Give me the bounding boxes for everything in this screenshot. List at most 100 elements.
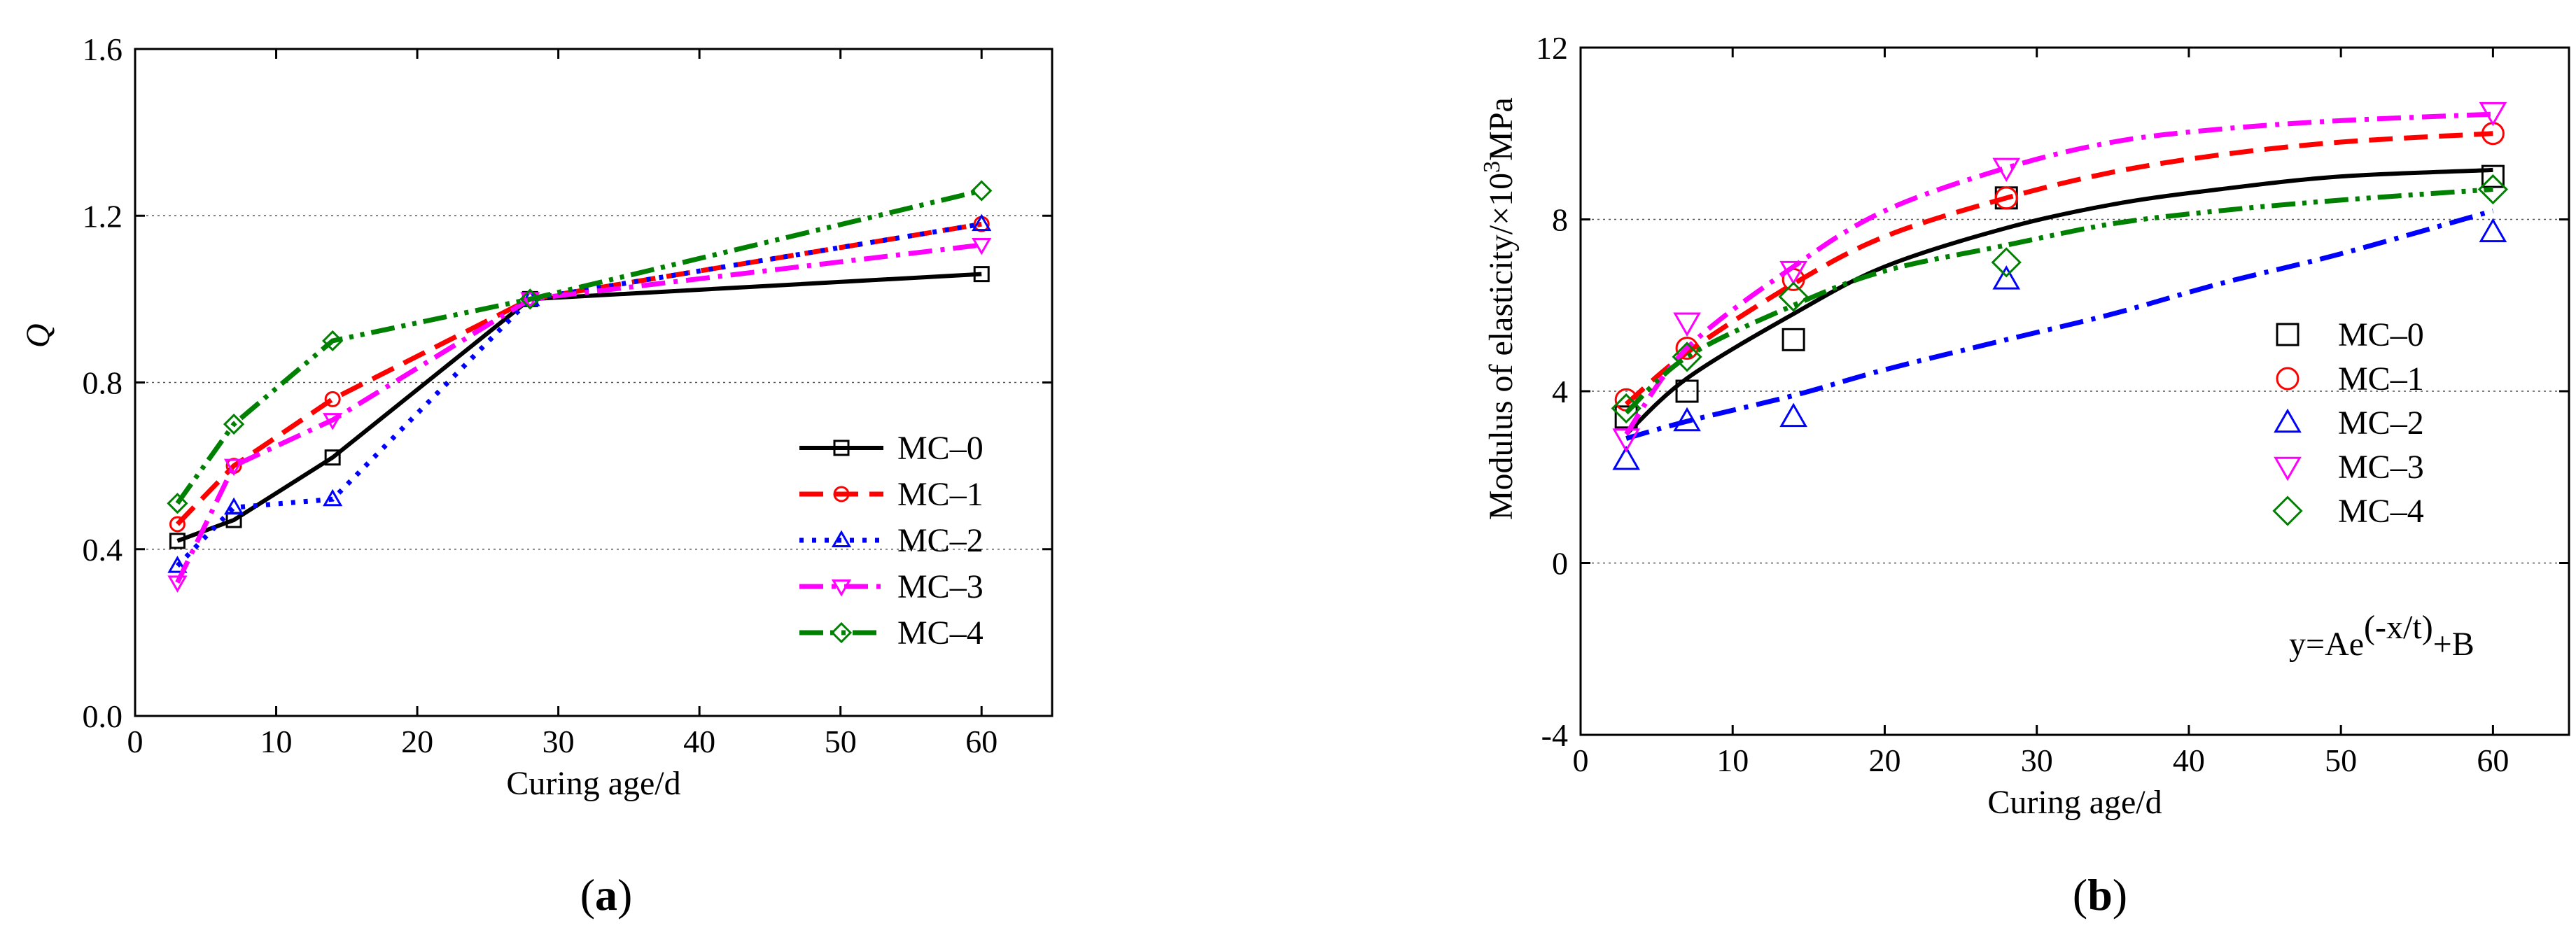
legend-marker bbox=[2272, 495, 2303, 526]
x-tick-label: 0 bbox=[1573, 743, 1589, 778]
data-point bbox=[167, 575, 188, 593]
y-tick-label: 8 bbox=[1552, 202, 1568, 238]
data-point bbox=[1612, 428, 1641, 453]
legend-label: MC–4 bbox=[2338, 493, 2424, 530]
legend-label: MC–1 bbox=[897, 476, 983, 513]
legend-marker bbox=[833, 440, 850, 456]
x-tick-label: 10 bbox=[260, 724, 293, 759]
legend-label: MC–3 bbox=[897, 568, 983, 605]
y-tick-label: 0.4 bbox=[83, 532, 123, 568]
fit-curve bbox=[1624, 187, 2493, 415]
data-point bbox=[1672, 342, 1702, 372]
y-axis-label: Modulus of elasticity/×103MPa bbox=[1479, 97, 1520, 520]
data-point bbox=[223, 458, 244, 477]
legend: MC–0 MC–1 MC–2 MC–3 MC–4 bbox=[799, 430, 983, 652]
x-tick-label: 0 bbox=[127, 724, 144, 759]
data-point bbox=[324, 449, 341, 466]
data-point bbox=[1778, 281, 1809, 312]
data-point bbox=[1992, 265, 2021, 290]
y-tick-label: 0.0 bbox=[83, 698, 123, 734]
data-point bbox=[972, 237, 992, 255]
data-point bbox=[223, 497, 244, 515]
legend-label: MC–4 bbox=[897, 614, 983, 652]
data-point bbox=[1779, 402, 1807, 428]
x-tick-label: 20 bbox=[401, 724, 433, 759]
series-3 bbox=[1612, 101, 2507, 453]
data-point bbox=[169, 516, 186, 533]
legend-marker bbox=[831, 530, 852, 547]
data-point bbox=[1673, 407, 1701, 432]
series-2 bbox=[1612, 208, 2507, 470]
x-tick-label: 60 bbox=[965, 724, 997, 759]
series-line bbox=[175, 188, 983, 505]
legend: MC–0 MC–1 MC–2 MC–3 MC–4 bbox=[2272, 316, 2424, 530]
x-axis-label: Curing age/d bbox=[506, 765, 680, 802]
series-2 bbox=[167, 213, 992, 573]
legend-label: MC–1 bbox=[2338, 360, 2424, 398]
data-point bbox=[167, 556, 188, 573]
x-tick-label: 40 bbox=[683, 724, 715, 759]
y-tick-label: 12 bbox=[1536, 30, 1568, 66]
data-point bbox=[1779, 260, 1807, 286]
data-point bbox=[519, 288, 541, 310]
chart-panel-a: 0 10 20 30 40 50 60 0.0 0.4 0.8 1.2 1.6 Curing age/d… bbox=[20, 31, 1054, 802]
series-0 bbox=[169, 266, 990, 549]
x-axis-label: Curing age/d bbox=[1987, 784, 2162, 821]
legend-label: MC–0 bbox=[897, 430, 983, 467]
legend-marker bbox=[833, 486, 850, 502]
data-point bbox=[1782, 328, 1805, 351]
legend-marker bbox=[2276, 367, 2300, 391]
y-axis-label: Q bbox=[20, 323, 57, 348]
data-point bbox=[169, 533, 186, 549]
data-point bbox=[322, 330, 344, 352]
data-point bbox=[1611, 393, 1642, 424]
data-point bbox=[223, 413, 245, 435]
series-line bbox=[175, 221, 982, 526]
legend-label: MC–2 bbox=[897, 522, 983, 559]
y-tick-label: 0.8 bbox=[83, 365, 123, 401]
data-point bbox=[167, 493, 188, 514]
y-tick-label: 4 bbox=[1552, 374, 1568, 409]
x-tick-label: 10 bbox=[1716, 743, 1749, 778]
series-line bbox=[175, 221, 982, 568]
fit-equation: y=Ae(-x/t)+B bbox=[2289, 609, 2474, 663]
data-point bbox=[1994, 186, 2018, 210]
data-point bbox=[1675, 379, 1699, 403]
fit-curve bbox=[1624, 131, 2493, 407]
plot-frame bbox=[1579, 46, 2570, 736]
data-point bbox=[2481, 164, 2505, 188]
legend-label: MC–3 bbox=[2338, 449, 2424, 486]
data-point bbox=[971, 180, 993, 202]
data-point bbox=[2479, 101, 2507, 127]
data-point bbox=[1992, 157, 2021, 183]
data-point bbox=[324, 391, 341, 407]
series-4 bbox=[167, 180, 993, 514]
x-tick-label: 60 bbox=[2477, 743, 2509, 778]
data-point bbox=[323, 413, 343, 430]
legend-label: MC–2 bbox=[2338, 405, 2424, 442]
legend-marker bbox=[2276, 323, 2300, 346]
legend-label: MC–0 bbox=[2338, 316, 2424, 353]
panel-label-b: (b) bbox=[2073, 870, 2127, 920]
data-point bbox=[2479, 218, 2507, 243]
x-tick-label: 20 bbox=[1868, 743, 1900, 778]
series-line bbox=[176, 272, 982, 543]
y-tick-label: 0 bbox=[1552, 546, 1568, 582]
x-tick-label: 40 bbox=[2173, 743, 2205, 778]
fit-curve bbox=[1624, 111, 2493, 436]
data-point bbox=[323, 488, 343, 507]
x-tick-label: 30 bbox=[2021, 743, 2053, 778]
legend-marker bbox=[2274, 456, 2302, 481]
legend-marker bbox=[831, 579, 852, 597]
x-tick-label: 50 bbox=[2325, 743, 2357, 778]
data-point bbox=[1673, 312, 1701, 337]
series-line bbox=[175, 242, 982, 584]
data-point bbox=[1612, 445, 1641, 470]
y-tick-label: 1.6 bbox=[83, 31, 123, 67]
data-point bbox=[2477, 174, 2509, 205]
y-tick-label: 1.2 bbox=[83, 198, 123, 234]
data-point bbox=[973, 266, 990, 283]
legend-marker bbox=[2274, 408, 2302, 433]
